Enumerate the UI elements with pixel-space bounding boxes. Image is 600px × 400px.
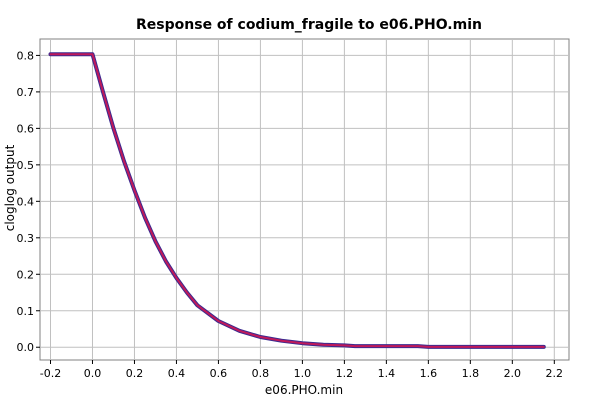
x-tick-label: -0.2 bbox=[40, 367, 61, 380]
x-tick-label: 1.8 bbox=[462, 367, 480, 380]
y-tick-label: 0.2 bbox=[17, 268, 35, 281]
x-tick-label: 1.0 bbox=[294, 367, 312, 380]
x-tick-label: 0.6 bbox=[210, 367, 228, 380]
y-tick-label: 0.7 bbox=[17, 86, 35, 99]
chart-title: Response of codium_fragile to e06.PHO.mi… bbox=[136, 17, 482, 33]
x-tick-label: 0.0 bbox=[84, 367, 102, 380]
y-tick-label: 0.4 bbox=[17, 195, 35, 208]
y-axis: 0.0 0.1 0.2 0.3 0.4 0.5 0.6 0.7 0.8 bbox=[17, 49, 40, 354]
x-gridlines bbox=[49, 39, 555, 360]
y-tick-label: 0.8 bbox=[17, 49, 35, 62]
x-tick-label: 0.2 bbox=[126, 367, 144, 380]
y-tick-label: 0.0 bbox=[17, 341, 35, 354]
x-tick-label: 1.4 bbox=[378, 367, 396, 380]
y-tick-label: 0.6 bbox=[17, 122, 35, 135]
x-tick-label: 0.4 bbox=[168, 367, 186, 380]
x-axis: -0.2 0.0 0.2 0.4 0.6 0.8 1.0 1.2 1.4 1.6 1.8 2.0 2.2 bbox=[40, 360, 563, 380]
series-line bbox=[49, 53, 545, 348]
x-tick-label: 1.6 bbox=[420, 367, 438, 380]
y-tick-label: 0.3 bbox=[17, 232, 35, 245]
x-tick-label: 0.8 bbox=[252, 367, 270, 380]
y-gridlines bbox=[40, 54, 569, 348]
y-axis-label: cloglog output bbox=[3, 144, 17, 231]
x-tick-label: 1.2 bbox=[336, 367, 354, 380]
x-axis-label: e06.PHO.min bbox=[265, 383, 343, 397]
y-tick-label: 0.5 bbox=[17, 159, 35, 172]
x-tick-label: 2.2 bbox=[546, 367, 564, 380]
series-layer bbox=[48, 52, 546, 349]
x-tick-label: 2.0 bbox=[504, 367, 522, 380]
y-tick-label: 0.1 bbox=[17, 305, 35, 318]
plot-area bbox=[39, 38, 570, 361]
